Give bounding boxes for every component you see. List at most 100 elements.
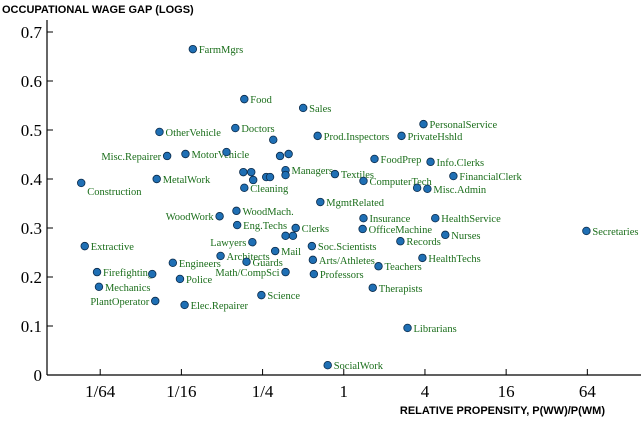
point — [180, 300, 189, 310]
point-label: Cleaning — [250, 184, 289, 195]
y-tick-label: 0.3 — [21, 219, 42, 238]
point — [257, 290, 266, 300]
y-tick-label: 0.7 — [21, 23, 43, 42]
point — [248, 175, 258, 185]
point-label: PlantOperator — [90, 297, 149, 308]
point — [148, 269, 157, 279]
x-tick-label: 1/16 — [166, 382, 196, 401]
point-label: HealthService — [441, 214, 501, 225]
x-tick-label: 1/64 — [85, 382, 116, 401]
point — [80, 241, 89, 251]
point-label: Architects — [227, 252, 270, 263]
chart-title: OCCUPATIONAL WAGE GAP (LOGS) — [2, 4, 194, 16]
point — [281, 267, 290, 277]
point — [358, 224, 367, 234]
point — [232, 220, 242, 230]
point-label: FinancialClerk — [459, 172, 522, 183]
point — [281, 170, 290, 180]
x-tick-label: 16 — [498, 382, 515, 401]
point-label: Misc.Repairer — [101, 152, 161, 163]
point — [307, 241, 317, 251]
point-label: Nurses — [451, 231, 480, 242]
point-label: Soc.Scientists — [318, 242, 377, 253]
point — [248, 238, 257, 247]
point-label: MgmtRelated — [326, 198, 384, 209]
point-label: Insurance — [369, 214, 410, 225]
point — [441, 230, 450, 240]
point — [232, 206, 241, 216]
point — [449, 171, 458, 181]
point — [308, 255, 318, 265]
point-label: WoodMach. — [242, 207, 293, 218]
point-label: FoodPrep — [380, 155, 421, 166]
point-label: MotorVehicle — [191, 150, 249, 161]
point-label: MetalWork — [163, 175, 211, 186]
point-label: Teachers — [385, 262, 422, 273]
point — [359, 176, 368, 186]
point — [92, 267, 102, 277]
point — [239, 167, 248, 177]
point — [240, 94, 249, 104]
point-label: Therapists — [379, 284, 423, 295]
point — [94, 282, 104, 291]
point-label: HealthTechs — [428, 254, 480, 265]
point — [175, 274, 185, 284]
point — [265, 172, 275, 182]
point — [582, 226, 591, 236]
point-label: Clerks — [302, 224, 329, 235]
point — [288, 231, 298, 241]
point-label: Firefighting — [103, 268, 154, 279]
point — [368, 283, 377, 292]
point — [313, 131, 322, 141]
point — [423, 184, 432, 193]
y-tick-label: 0.6 — [21, 72, 42, 91]
y-tick-label: 0.4 — [21, 170, 43, 189]
y-tick-label: 0.1 — [21, 317, 42, 336]
point — [323, 361, 332, 370]
y-tick-label: 0 — [34, 366, 43, 385]
point-label: Sales — [309, 104, 331, 115]
point-label: Arts/Athletes — [319, 256, 375, 267]
point — [359, 213, 368, 223]
point-label: Mechanics — [105, 283, 150, 294]
point-label: PrivateHshld — [408, 132, 464, 143]
point — [403, 323, 412, 333]
x-tick-label: 1/4 — [252, 382, 274, 401]
point — [316, 197, 325, 207]
point — [216, 251, 225, 261]
point-label: Lawyers — [210, 238, 246, 249]
point — [284, 149, 293, 159]
point-label: Eng.Techs — [243, 221, 287, 232]
point-label: SocialWork — [334, 361, 384, 372]
y-tick-label: 0.2 — [21, 268, 42, 287]
point — [269, 135, 278, 144]
point-label: WoodWork — [166, 212, 215, 223]
point-label: Info.Clerks — [437, 158, 485, 169]
point — [222, 147, 231, 157]
point — [291, 223, 300, 233]
point — [397, 131, 406, 141]
point — [281, 231, 290, 241]
point — [396, 237, 405, 246]
point-label: Mail — [281, 247, 301, 258]
point-label: Records — [406, 237, 440, 248]
point-label: Prod.Inspectors — [324, 132, 390, 143]
point — [152, 174, 161, 184]
point-label: Doctors — [241, 124, 274, 135]
point — [418, 253, 427, 263]
point — [330, 169, 340, 179]
point — [275, 151, 285, 161]
point-label: Engineers — [179, 259, 221, 270]
x-tick-label: 4 — [421, 382, 430, 401]
point — [181, 149, 190, 159]
x-tick-label: 1 — [340, 382, 349, 401]
x-tick-label: 64 — [579, 382, 597, 401]
point — [231, 123, 240, 133]
point-label: Professors — [320, 270, 364, 281]
point — [240, 183, 249, 193]
point — [168, 258, 178, 267]
point — [162, 151, 172, 161]
point-label: OfficeMachine — [369, 225, 433, 236]
point — [155, 127, 164, 137]
